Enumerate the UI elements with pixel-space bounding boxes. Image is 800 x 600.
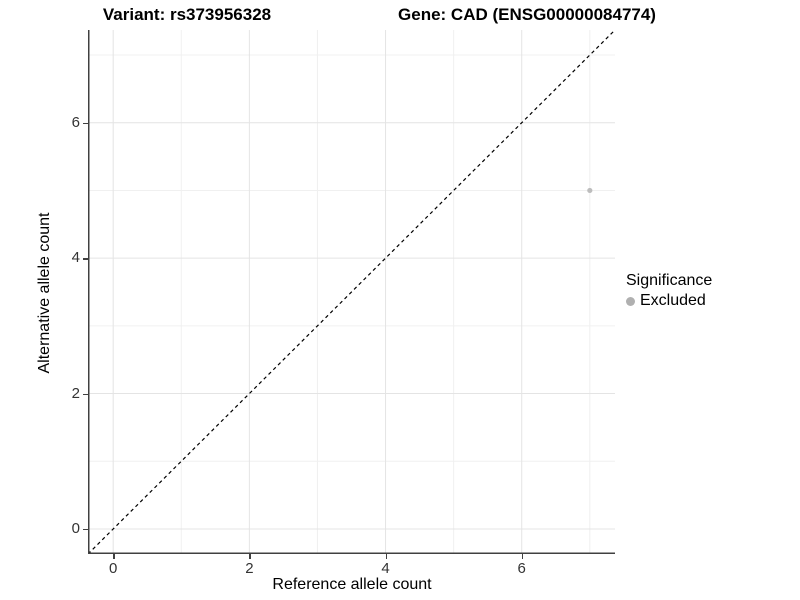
- y-tick-label: 4: [71, 249, 80, 267]
- legend-item-excluded: Excluded: [626, 292, 712, 310]
- x-axis-title: Reference allele count: [272, 576, 432, 593]
- y-axis-title: Alternative allele count: [36, 212, 53, 374]
- y-tick-label: 6: [71, 113, 80, 131]
- identity-reference-line: [88, 30, 615, 554]
- plot-title-variant: Variant: rs373956328: [102, 5, 272, 24]
- plot-title-gene: Gene: CAD (ENSG00000084774): [398, 5, 656, 24]
- data-point: [587, 187, 593, 194]
- legend: Significance Excluded: [626, 272, 712, 310]
- legend-item-label: Excluded: [640, 292, 706, 309]
- y-tick-label: 0: [71, 519, 80, 537]
- y-tick-mark: [83, 393, 88, 396]
- legend-title: Significance: [626, 272, 713, 289]
- plot-svg: [88, 30, 615, 554]
- x-tick-label: 4: [381, 560, 390, 577]
- x-tick-mark: [521, 554, 524, 559]
- x-tick-mark: [249, 554, 251, 559]
- plot-panel: [88, 30, 615, 554]
- x-tick-mark: [113, 554, 115, 559]
- x-tick-label: 2: [245, 560, 254, 577]
- y-tick-mark: [83, 528, 88, 531]
- y-tick-label: 2: [71, 384, 80, 402]
- y-tick-mark: [83, 258, 88, 260]
- x-tick-label: 0: [109, 560, 118, 577]
- x-tick-mark: [385, 554, 388, 559]
- y-tick-mark: [83, 122, 88, 125]
- x-tick-label: 6: [517, 560, 526, 577]
- legend-key-dot-icon: [626, 296, 635, 306]
